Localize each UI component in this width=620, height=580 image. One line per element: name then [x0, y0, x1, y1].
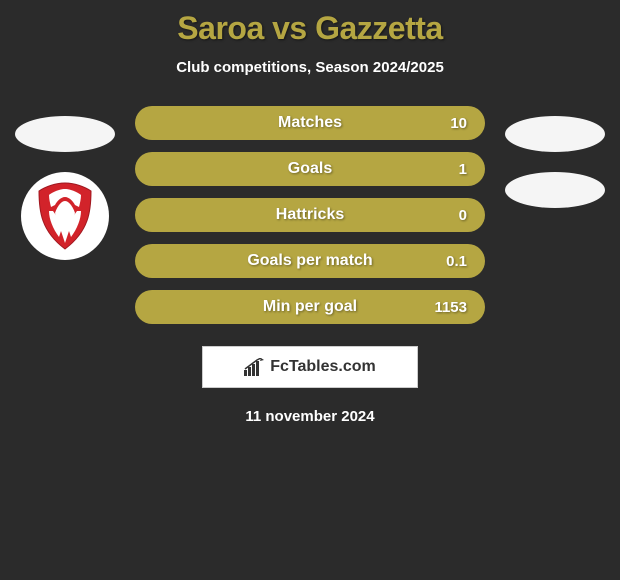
stat-value: 0.1 [446, 253, 467, 270]
stats-column: Matches 10 Goals 1 Hattricks 0 Goals per… [135, 106, 485, 324]
subtitle: Club competitions, Season 2024/2025 [0, 59, 620, 76]
stat-bar-goals-per-match: Goals per match 0.1 [135, 244, 485, 278]
stat-bar-min-per-goal: Min per goal 1153 [135, 290, 485, 324]
stat-value: 0 [459, 207, 467, 224]
stat-label: Goals [288, 160, 332, 178]
fctables-logo-box[interactable]: FcTables.com [202, 346, 418, 388]
player-placeholder-left [15, 116, 115, 152]
right-column [500, 106, 610, 208]
stat-bar-matches: Matches 10 [135, 106, 485, 140]
stat-value: 10 [450, 115, 467, 132]
stat-value: 1153 [434, 299, 467, 316]
stat-label: Min per goal [263, 298, 357, 316]
page-title: Saroa vs Gazzetta [0, 10, 620, 47]
club-badge [21, 172, 109, 260]
stat-bar-hattricks: Hattricks 0 [135, 198, 485, 232]
shield-icon [35, 181, 95, 251]
main-container: Saroa vs Gazzetta Club competitions, Sea… [0, 0, 620, 435]
chart-icon [244, 358, 264, 376]
stat-label: Goals per match [247, 252, 372, 270]
player-placeholder-right-1 [505, 116, 605, 152]
stat-bar-goals: Goals 1 [135, 152, 485, 186]
content-row: Matches 10 Goals 1 Hattricks 0 Goals per… [0, 106, 620, 324]
player-placeholder-right-2 [505, 172, 605, 208]
logo-text: FcTables.com [270, 358, 376, 376]
stat-label: Matches [278, 114, 342, 132]
date-text: 11 november 2024 [0, 408, 620, 425]
stat-label: Hattricks [276, 206, 344, 224]
stat-value: 1 [459, 161, 467, 178]
left-column [10, 106, 120, 260]
